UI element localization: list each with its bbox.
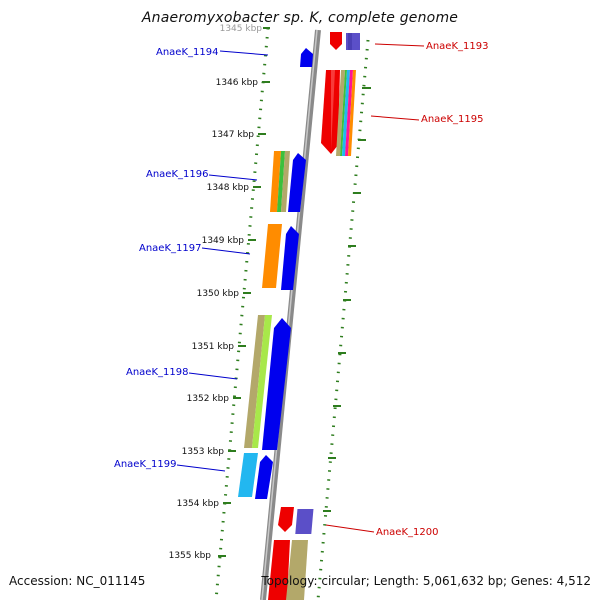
genome-backbone <box>260 29 321 600</box>
scale-label: 1345 kbp <box>220 24 263 34</box>
gene-anaek-1199[interactable] <box>238 453 273 499</box>
gene-label-anaek-1200[interactable]: AnaeK_1200 <box>376 527 438 538</box>
leader-anaek-1200 <box>325 524 375 533</box>
leader-anaek-1193 <box>374 43 425 47</box>
gene-anaek-1198[interactable] <box>244 315 291 450</box>
scale-label: 1353 kbp <box>182 447 225 457</box>
scale-label: 1351 kbp <box>192 342 235 352</box>
gene-anaek-1193[interactable] <box>330 32 360 50</box>
leader-anaek-1195 <box>370 115 420 121</box>
leader-anaek-1198 <box>188 372 238 380</box>
scale-major-ticks <box>218 27 270 557</box>
scale-label: 1355 kbp <box>169 551 212 561</box>
gene-anaek-1194[interactable] <box>300 48 313 67</box>
accession-label: Accession: NC_011145 <box>9 574 146 588</box>
gene-anaek-1200[interactable] <box>268 507 314 600</box>
leader-anaek-1199 <box>176 464 226 472</box>
leader-anaek-1197 <box>201 247 251 255</box>
gene-label-anaek-1195[interactable]: AnaeK_1195 <box>421 114 483 125</box>
scale-label: 1350 kbp <box>197 289 240 299</box>
gene-label-anaek-1199[interactable]: AnaeK_1199 <box>114 459 176 470</box>
gene-anaek-1197[interactable] <box>262 224 299 290</box>
scale-label: 1348 kbp <box>207 183 250 193</box>
gene-label-anaek-1196[interactable]: AnaeK_1196 <box>146 169 208 180</box>
gene-label-anaek-1193[interactable]: AnaeK_1193 <box>426 41 488 52</box>
forward-major-ticks <box>323 87 371 512</box>
gene-label-anaek-1198[interactable]: AnaeK_1198 <box>126 367 188 378</box>
scale-label: 1349 kbp <box>202 236 245 246</box>
leader-anaek-1196 <box>208 174 258 181</box>
scale-label: 1354 kbp <box>177 499 220 509</box>
map-title: Anaeromyxobacter sp. K, complete genome <box>141 10 459 26</box>
scale-ring <box>214 27 270 600</box>
gene-label-anaek-1194[interactable]: AnaeK_1194 <box>156 47 218 58</box>
forward-ring <box>316 39 370 600</box>
gene-anaek-1196[interactable] <box>270 151 306 212</box>
topology-label: Topology: circular; Length: 5,061,632 bp… <box>261 574 591 588</box>
leader-anaek-1194 <box>219 50 269 56</box>
scale-label: 1352 kbp <box>187 394 230 404</box>
gene-anaek-1195[interactable] <box>321 70 356 156</box>
gene-label-anaek-1197[interactable]: AnaeK_1197 <box>139 243 201 254</box>
scale-label: 1347 kbp <box>212 130 255 140</box>
scale-label: 1346 kbp <box>216 78 259 88</box>
